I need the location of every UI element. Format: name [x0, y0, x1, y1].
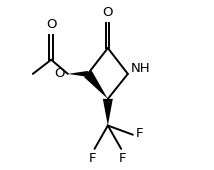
- Text: NH: NH: [131, 62, 151, 75]
- Text: O: O: [103, 6, 113, 19]
- Polygon shape: [103, 99, 113, 126]
- Text: F: F: [136, 127, 144, 140]
- Text: O: O: [54, 67, 65, 80]
- Text: F: F: [89, 152, 97, 165]
- Polygon shape: [84, 71, 108, 99]
- Text: O: O: [46, 18, 56, 31]
- Text: F: F: [119, 152, 127, 165]
- Polygon shape: [68, 71, 88, 77]
